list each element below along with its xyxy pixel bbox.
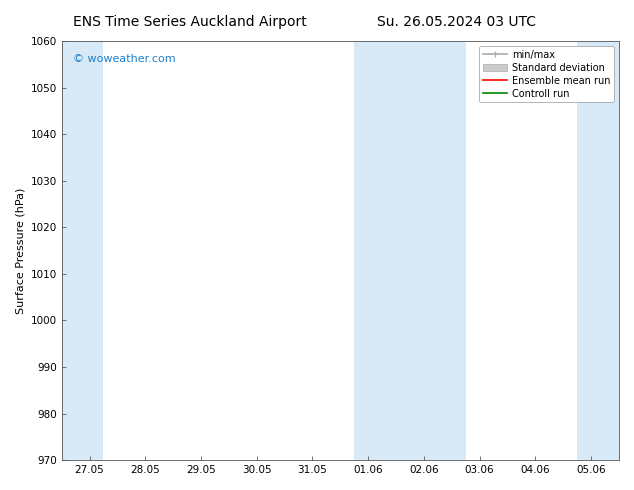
Y-axis label: Surface Pressure (hPa): Surface Pressure (hPa): [15, 187, 25, 314]
Text: © woweather.com: © woweather.com: [73, 53, 176, 64]
Bar: [577, 41, 619, 460]
Bar: [61, 41, 103, 460]
Text: ENS Time Series Auckland Airport: ENS Time Series Auckland Airport: [74, 15, 307, 29]
Legend: min/max, Standard deviation, Ensemble mean run, Controll run: min/max, Standard deviation, Ensemble me…: [479, 46, 614, 102]
Bar: [354, 41, 466, 460]
Text: Su. 26.05.2024 03 UTC: Su. 26.05.2024 03 UTC: [377, 15, 536, 29]
